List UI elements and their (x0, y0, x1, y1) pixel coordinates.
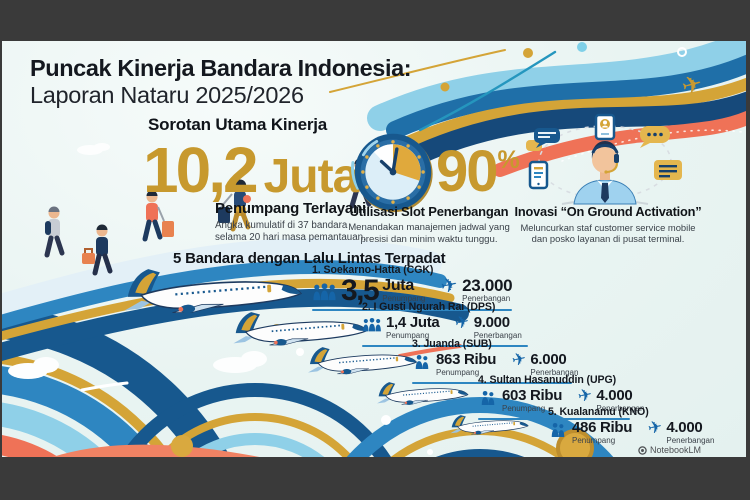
passenger-label: Penumpang (572, 436, 616, 445)
document-bubble-icon (654, 160, 682, 180)
chat-dots-icon (640, 126, 670, 148)
passenger-unit: Juta (382, 277, 414, 294)
slot-desc-2: presisi dan minim waktu tunggu. (360, 233, 498, 245)
slot-desc-1: Menandakan manajemen jadwal yang (348, 222, 510, 233)
passenger-label: Penumpang (436, 368, 480, 377)
page-title: Puncak Kinerja Bandara Indonesia: Lapora… (30, 55, 412, 109)
airport-name: 3. Juanda (SUB) (412, 338, 492, 350)
speech-bubble-icon (526, 128, 560, 151)
notebooklm-icon (638, 445, 647, 455)
passenger-total: 10,2 Juta (143, 134, 360, 206)
passenger-desc-2: selama 20 hari masa pemantauan. (215, 231, 366, 243)
clock-icon (351, 133, 433, 213)
slot-utilization-value-group: 90 % (436, 143, 520, 201)
plane-2 (230, 305, 369, 349)
passenger-desc-1: Angka kumulatif di 37 bandara (215, 220, 348, 231)
row-divider (412, 382, 572, 384)
watermark: NotebookLM (638, 445, 701, 455)
plane-3 (306, 341, 418, 377)
plane-icon: ✈ (646, 416, 665, 439)
passenger-total-unit: Juta (263, 150, 360, 203)
title-line-1: Puncak Kinerja Bandara Indonesia: (30, 55, 412, 81)
airport-name: 2. I Gusti Ngurah Rai (DPS) (362, 301, 496, 313)
passenger-count: 603 Ribu (502, 387, 563, 404)
tablet-icon (594, 113, 616, 141)
passenger-total-value: 10,2 (143, 134, 259, 206)
passenger-count: 863 Ribu (436, 351, 497, 368)
flight-count: 6.000 (530, 351, 567, 368)
flight-count: 4.000 (666, 419, 703, 436)
innovation-caption: Inovasi “On Ground Activation” Meluncurk… (502, 204, 714, 245)
gold-plane-icon: ✈ (679, 70, 705, 101)
slot-utilization-value: 90 (436, 139, 498, 204)
innovation-label: Inovasi “On Ground Activation” (514, 204, 702, 219)
passengers-icon (551, 423, 565, 437)
plane-icon: ✈ (576, 384, 595, 407)
flight-count: 23.000 (462, 276, 513, 295)
phone-icon (528, 160, 549, 190)
passengers-icon (481, 391, 495, 405)
flight-label: Penerbangan (596, 404, 645, 413)
flight-count: 9.000 (473, 314, 510, 331)
slot-utilization-label: Utilisasi Slot Penerbangan (349, 204, 509, 219)
airport-row-5: 5. Kualanamu (KNO) 486 Ribu Penumpang ✈ … (548, 406, 714, 445)
airport-name: 5. Kualanamu (KNO) (548, 406, 649, 418)
plane-icon: ✈ (453, 311, 472, 334)
plane-1 (121, 260, 303, 318)
passenger-count: 1,4 Juta (386, 314, 440, 331)
flight-label: Penerbangan (530, 368, 579, 377)
highlights-section-title: Sorotan Utama Kinerja (148, 115, 328, 134)
title-line-2: Laporan Nataru 2025/2026 (30, 82, 304, 108)
flight-label: Penerbangan (473, 331, 522, 340)
passenger-total-caption: Penumpang Terlayani Angka kumulatif di 3… (215, 200, 385, 244)
flight-label: Penerbangan (462, 294, 511, 303)
innovation-desc-2: dan posko layanan di pusat terminal. (531, 233, 685, 245)
flight-label: Penerbangan (666, 436, 715, 445)
coral-wave (52, 444, 260, 457)
agent-figure (573, 141, 637, 205)
plane-icon: ✈ (510, 348, 529, 371)
passengers-icon (363, 317, 381, 332)
passenger-total-label: Penumpang Terlayani (215, 200, 366, 217)
passenger-count: 486 Ribu (572, 419, 633, 436)
plane-icon: ✈ (439, 273, 461, 299)
passengers-icon (313, 283, 336, 301)
passengers-icon (415, 355, 429, 369)
flight-count: 4.000 (596, 387, 633, 404)
airport-name: 4. Sultan Hasanuddin (UPG) (478, 374, 617, 386)
infographic-panel: ✈ (2, 41, 746, 457)
customer-service-illustration (526, 113, 682, 205)
innovation-desc-1: Meluncurkan staf customer service mobile (520, 222, 696, 233)
bottom-left-swoosh (2, 304, 231, 457)
watermark-label: NotebookLM (650, 445, 702, 455)
